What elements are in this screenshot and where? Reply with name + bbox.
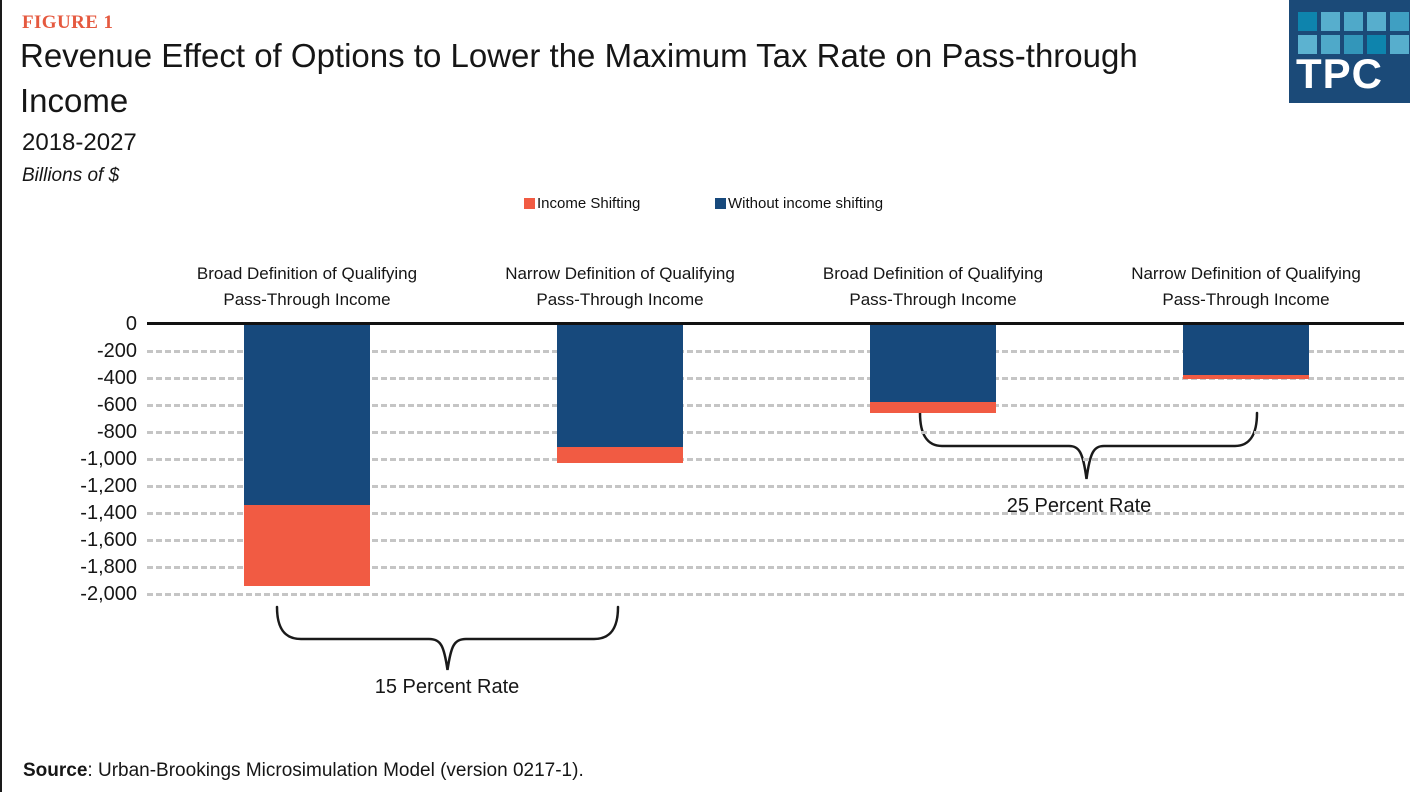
category-label: Narrow Definition of Qualifying Pass-Thro… xyxy=(1131,264,1361,309)
y-axis-tick-label: -800 xyxy=(96,421,137,443)
page-left-border xyxy=(0,0,2,792)
logo-square xyxy=(1321,35,1340,54)
logo-square xyxy=(1367,12,1386,31)
source-note: Source: Urban-Brookings Microsimulation … xyxy=(23,760,584,782)
logo-square xyxy=(1390,12,1409,31)
bar-segment-without-shifting xyxy=(1183,325,1309,375)
gridline xyxy=(147,377,1404,380)
y-axis-tick-label: 0 xyxy=(125,313,137,335)
y-axis-tick-label: -1,000 xyxy=(80,448,137,470)
bar-segment-income-shifting xyxy=(1183,374,1309,380)
category-label: Narrow Definition of Qualifying Pass-Thro… xyxy=(505,264,735,309)
y-axis-tick-label: -1,800 xyxy=(80,556,137,578)
tpc-logo-text: TPC xyxy=(1296,50,1383,97)
gridline xyxy=(147,404,1404,407)
units-label: Billions of $ xyxy=(22,165,120,186)
y-axis-tick-label: -1,200 xyxy=(80,475,137,497)
bar-segment-without-shifting xyxy=(557,325,683,447)
y-axis-tick-label: -1,600 xyxy=(80,529,137,551)
y-axis-tick-label: -400 xyxy=(96,367,137,389)
y-axis-tick-label: -2,000 xyxy=(80,583,137,605)
tpc-logo-squares xyxy=(1298,12,1410,54)
source-prefix: Source xyxy=(23,760,88,781)
bar-segment-without-shifting xyxy=(244,325,370,505)
legend-item-income-shifting: Income Shifting xyxy=(524,195,640,212)
bar-segment-income-shifting xyxy=(244,504,370,586)
gridline xyxy=(147,431,1404,434)
legend-swatch-income-shifting xyxy=(524,198,535,209)
y-axis-tick-label: -1,400 xyxy=(80,502,137,524)
y-axis-tick-label: -600 xyxy=(96,394,137,416)
legend-item-without-shifting: Without income shifting xyxy=(715,195,883,212)
gridline xyxy=(147,593,1404,596)
x-axis-zero-line xyxy=(147,322,1404,325)
logo-square xyxy=(1390,35,1409,54)
logo-square xyxy=(1344,12,1363,31)
gridline xyxy=(147,512,1404,515)
gridline xyxy=(147,539,1404,542)
bar-segment-without-shifting xyxy=(870,325,996,402)
logo-square xyxy=(1298,12,1317,31)
gridline xyxy=(147,458,1404,461)
gridline xyxy=(147,566,1404,569)
brace-25-percent xyxy=(918,411,1259,480)
gridline xyxy=(147,485,1404,488)
legend-label: Without income shifting xyxy=(728,195,884,212)
gridline xyxy=(147,350,1404,353)
logo-square xyxy=(1321,12,1340,31)
category-label: Broad Definition of Qualifying Pass-Throu… xyxy=(822,264,1044,309)
source-text: : Urban-Brookings Microsimulation Model … xyxy=(87,760,584,781)
category-label: Broad Definition of Qualifying Pass-Throu… xyxy=(196,264,418,309)
figure-number-label: FIGURE 1 xyxy=(22,12,114,33)
legend-label: Income Shifting xyxy=(537,195,641,212)
brace-label-25-percent: 25 Percent Rate xyxy=(1006,495,1152,517)
bar-segment-income-shifting xyxy=(557,446,683,463)
logo-square xyxy=(1298,35,1317,54)
logo-square xyxy=(1344,35,1363,54)
logo-square xyxy=(1367,35,1386,54)
brace-15-percent xyxy=(275,605,620,671)
legend-swatch-without-shifting xyxy=(715,198,726,209)
y-axis-tick-label: -200 xyxy=(96,340,137,362)
page-title: Revenue Effect of Options to Lower the M… xyxy=(20,37,1138,119)
bar-segment-income-shifting xyxy=(870,401,996,413)
brace-label-15-percent: 15 Percent Rate xyxy=(374,676,520,698)
tpc-logo: TPC xyxy=(1289,0,1410,103)
subtitle-years: 2018-2027 xyxy=(22,129,137,156)
